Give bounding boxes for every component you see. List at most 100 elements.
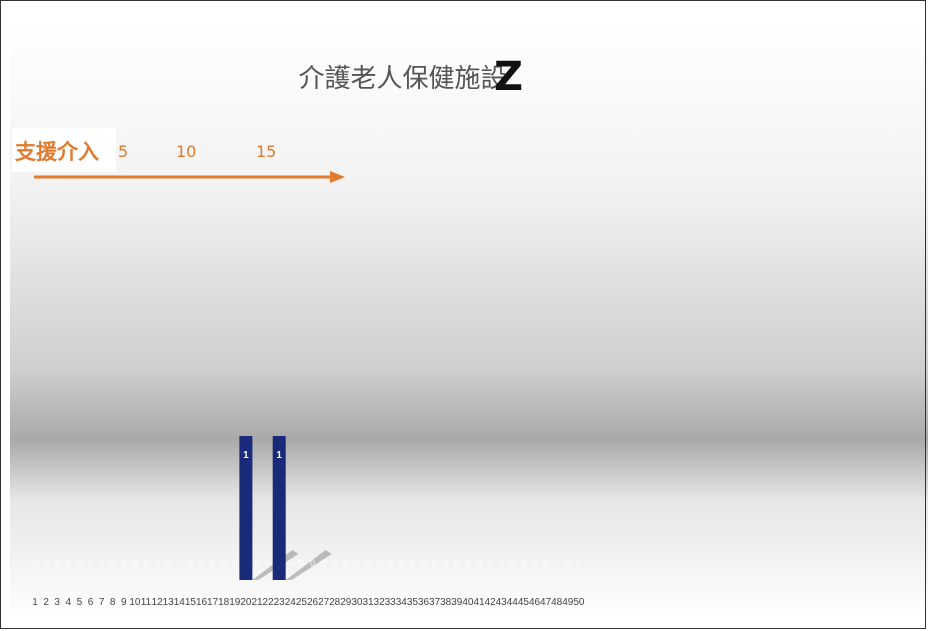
- bar-value-label: 0: [210, 558, 215, 568]
- x-tick-label: 26: [307, 597, 319, 608]
- bar-value-label: 0: [32, 558, 37, 568]
- x-tick-label: 45: [518, 597, 530, 608]
- x-tick-label: 24: [285, 597, 297, 608]
- x-tick-label: 39: [451, 597, 463, 608]
- x-tick-label: 37: [429, 597, 441, 608]
- x-tick-label: 23: [274, 597, 286, 608]
- annotation-tick-10: 10: [176, 142, 197, 161]
- x-tick-label: 30: [351, 597, 363, 608]
- x-tick-label: 12: [152, 597, 164, 608]
- annotation-label: 支援介入: [15, 140, 99, 164]
- bar-value-label: 0: [576, 558, 581, 568]
- x-tick-label: 38: [440, 597, 452, 608]
- chart-title-text: 介護老人保健施設: [298, 64, 507, 94]
- bar-value-label: 0: [488, 558, 493, 568]
- x-tick-label: 36: [418, 597, 430, 608]
- x-tick-label: 8: [110, 597, 116, 608]
- x-tick-label: 2: [43, 597, 49, 608]
- bar-value-label: 0: [365, 558, 370, 568]
- bar-value-label: 0: [221, 558, 226, 568]
- x-tick-label: 18: [218, 597, 230, 608]
- bar-value-label: 0: [465, 558, 470, 568]
- x-tick-label: 9: [121, 597, 127, 608]
- x-tick-label: 50: [573, 597, 585, 608]
- bar-value-label: 0: [510, 558, 515, 568]
- x-tick-label: 34: [396, 597, 408, 608]
- bar-value-label: 0: [288, 558, 293, 568]
- annotation-tick-5: 5: [118, 142, 129, 161]
- x-tick-label: 14: [174, 597, 186, 608]
- annotation-arrow-head: [330, 171, 345, 183]
- bar-shadow: [285, 550, 332, 580]
- bar-value-label: 0: [532, 558, 537, 568]
- x-tick-label: 21: [251, 597, 263, 608]
- bar-value-label: 0: [565, 558, 570, 568]
- x-tick-label: 6: [88, 597, 94, 608]
- bar-value-label: 0: [155, 558, 160, 568]
- bar-value-label: 0: [443, 558, 448, 568]
- bar-value-label: 0: [454, 558, 459, 568]
- x-tick-label: 41: [473, 597, 485, 608]
- bar-value-label: 0: [232, 558, 237, 568]
- x-tick-label: 11: [141, 597, 152, 608]
- x-tick-label: 47: [540, 597, 552, 608]
- bar-value-label: 0: [521, 558, 526, 568]
- bar-value-label: 0: [388, 558, 393, 568]
- bar-value-label: 0: [55, 558, 60, 568]
- bar-value-label: 0: [110, 558, 115, 568]
- annotation-tick-15: 15: [256, 142, 277, 161]
- bar-value-label: 0: [432, 558, 437, 568]
- bar-value-label: 1: [276, 450, 282, 461]
- bar-value-label: 0: [343, 558, 348, 568]
- bar-value-label: 0: [299, 558, 304, 568]
- x-tick-label: 16: [196, 597, 208, 608]
- bar-value-label: 1: [243, 450, 249, 461]
- bar: [272, 436, 286, 580]
- x-tick-label: 20: [240, 597, 252, 608]
- x-tick-label: 28: [329, 597, 341, 608]
- x-tick-label: 49: [562, 597, 574, 608]
- bar-value-label: 0: [77, 558, 82, 568]
- bar-value-label: 0: [99, 558, 104, 568]
- x-tick-label: 13: [163, 597, 175, 608]
- bar-value-label: 0: [132, 558, 137, 568]
- x-tick-label: 3: [54, 597, 60, 608]
- x-tick-label: 46: [529, 597, 541, 608]
- x-tick-label: 33: [385, 597, 397, 608]
- x-tick-label: 42: [485, 597, 497, 608]
- bar-value-label: 0: [377, 558, 382, 568]
- bar-value-label: 0: [44, 558, 49, 568]
- bar-value-label: 0: [554, 558, 559, 568]
- bar-value-label: 0: [254, 558, 259, 568]
- bar-value-label: 0: [266, 558, 271, 568]
- x-tick-label: 7: [99, 597, 105, 608]
- x-tick-label: 44: [507, 597, 519, 608]
- x-tick-label: 1: [32, 597, 38, 608]
- x-tick-label: 43: [496, 597, 508, 608]
- bar-value-label: 0: [543, 558, 548, 568]
- annotation-label-bg: [12, 128, 116, 172]
- bar-value-label: 0: [310, 558, 315, 568]
- x-tick-label: 31: [362, 597, 374, 608]
- bar-value-label: 0: [143, 558, 148, 568]
- bar-value-label: 0: [177, 558, 182, 568]
- bar-value-label: 0: [88, 558, 93, 568]
- x-tick-label: 25: [296, 597, 308, 608]
- bar-value-label: 0: [66, 558, 71, 568]
- bar-value-label: 0: [410, 558, 415, 568]
- x-tick-label: 29: [340, 597, 352, 608]
- x-tick-label: 19: [229, 597, 241, 608]
- bar-value-label: 0: [166, 558, 171, 568]
- chart-title: 介護老人保健施設: [0, 58, 805, 95]
- bar-value-label: 0: [321, 558, 326, 568]
- chart-title-suffix: Z: [494, 54, 524, 100]
- x-tick-label: 22: [263, 597, 275, 608]
- x-tick-label: 27: [318, 597, 330, 608]
- x-tick-label: 10: [129, 597, 141, 608]
- plot-area: [10, 22, 928, 619]
- x-tick-label: 4: [66, 597, 72, 608]
- x-tick-label: 40: [462, 597, 474, 608]
- x-tick-label: 5: [77, 597, 83, 608]
